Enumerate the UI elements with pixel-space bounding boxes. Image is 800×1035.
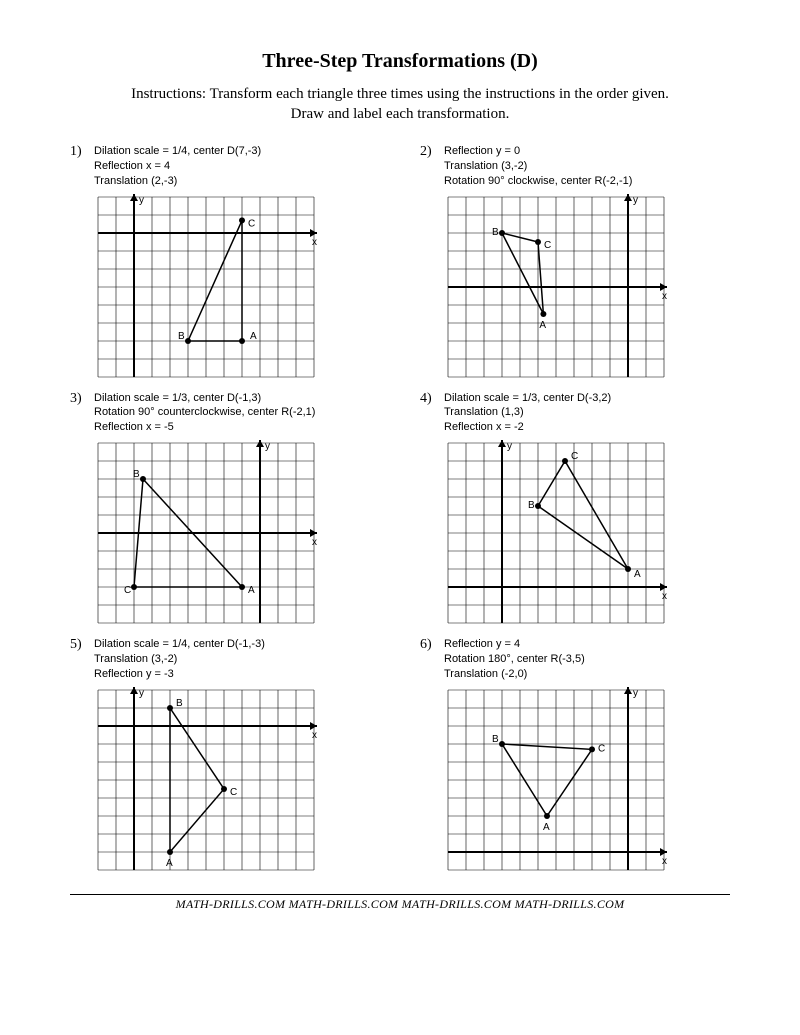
- coordinate-graph: x y A B C: [444, 686, 668, 874]
- problem-number: 4): [420, 391, 438, 407]
- step-line: Rotation 90° clockwise, center R(-2,-1): [444, 174, 632, 189]
- instructions: Instructions: Transform each triangle th…: [70, 85, 730, 124]
- problem-3: 3) Dilation scale = 1/3, center D(-1,3)Ro…: [70, 391, 380, 628]
- step-line: Dilation scale = 1/3, center D(-1,3): [94, 391, 315, 406]
- problem-6: 6) Reflection y = 4Rotation 180°, center …: [420, 637, 730, 874]
- problem-number: 5): [70, 637, 88, 653]
- svg-text:A: A: [543, 822, 550, 833]
- step-line: Reflection y = 0: [444, 144, 632, 159]
- svg-text:x: x: [662, 856, 667, 867]
- svg-text:A: A: [166, 858, 173, 869]
- svg-text:A: A: [539, 320, 546, 331]
- problem-5: 5) Dilation scale = 1/4, center D(-1,-3)T…: [70, 637, 380, 874]
- graph-container: x y A B C: [444, 686, 730, 874]
- coordinate-graph: x y A B C: [444, 193, 668, 381]
- page-title: Three-Step Transformations (D): [70, 50, 730, 73]
- transformation-steps: Dilation scale = 1/4, center D(-1,-3)Tra…: [94, 637, 265, 682]
- svg-text:B: B: [492, 734, 499, 745]
- svg-text:C: C: [124, 585, 131, 596]
- problems-grid: 1)Dilation scale = 1/4, center D(7,-3)Re…: [70, 144, 730, 874]
- graph-container: x y A B C: [444, 193, 730, 381]
- coordinate-graph: x y A B C: [94, 193, 318, 381]
- svg-text:x: x: [312, 730, 317, 741]
- svg-text:B: B: [528, 500, 535, 511]
- problem-number: 3): [70, 391, 88, 407]
- step-line: Translation (-2,0): [444, 667, 585, 682]
- problem-number: 6): [420, 637, 438, 653]
- svg-text:y: y: [139, 688, 144, 699]
- problem-number: 1): [70, 144, 88, 160]
- step-line: Dilation scale = 1/3, center D(-3,2): [444, 391, 611, 406]
- footer: MATH-DRILLS.COM MATH-DRILLS.COM MATH-DRI…: [70, 894, 730, 912]
- svg-text:x: x: [312, 537, 317, 548]
- transformation-steps: Dilation scale = 1/3, center D(-3,2)Tran…: [444, 391, 611, 436]
- svg-text:B: B: [492, 227, 499, 238]
- step-line: Reflection y = -3: [94, 667, 265, 682]
- transformation-steps: Reflection y = 4Rotation 180°, center R(…: [444, 637, 585, 682]
- svg-text:B: B: [133, 469, 140, 480]
- step-line: Translation (3,-2): [94, 652, 265, 667]
- problem-4: 4) Dilation scale = 1/3, center D(-3,2)Tr…: [420, 391, 730, 628]
- coordinate-graph: x y A B C: [94, 686, 318, 874]
- svg-text:A: A: [248, 585, 255, 596]
- svg-text:y: y: [139, 195, 144, 206]
- svg-text:x: x: [662, 591, 667, 602]
- svg-text:x: x: [662, 291, 667, 302]
- step-line: Translation (1,3): [444, 405, 611, 420]
- svg-text:C: C: [598, 743, 605, 754]
- problem-1: 1) Dilation scale = 1/4, center D(7,-3)Re…: [70, 144, 380, 381]
- svg-text:C: C: [230, 787, 237, 798]
- svg-text:y: y: [633, 195, 638, 206]
- svg-text:C: C: [544, 240, 551, 251]
- svg-text:A: A: [634, 569, 641, 580]
- svg-text:A: A: [250, 331, 257, 342]
- step-line: Rotation 90° counterclockwise, center R(…: [94, 405, 315, 420]
- svg-text:y: y: [633, 688, 638, 699]
- problem-2: 2) Reflection y = 0Translation (3,-2)Rota…: [420, 144, 730, 381]
- transformation-steps: Reflection y = 0Translation (3,-2)Rotati…: [444, 144, 632, 189]
- transformation-steps: Dilation scale = 1/3, center D(-1,3)Rota…: [94, 391, 315, 436]
- svg-text:B: B: [176, 698, 183, 709]
- step-line: Reflection x = 4: [94, 159, 261, 174]
- step-line: Rotation 180°, center R(-3,5): [444, 652, 585, 667]
- step-line: Reflection x = -2: [444, 420, 611, 435]
- instructions-line2: Draw and label each transformation.: [291, 106, 510, 122]
- step-line: Reflection x = -5: [94, 420, 315, 435]
- problem-number: 2): [420, 144, 438, 160]
- svg-text:x: x: [312, 237, 317, 248]
- step-line: Translation (3,-2): [444, 159, 632, 174]
- transformation-steps: Dilation scale = 1/4, center D(7,-3)Refl…: [94, 144, 261, 189]
- svg-text:C: C: [248, 218, 255, 229]
- coordinate-graph: x y A B C: [94, 439, 318, 627]
- step-line: Reflection y = 4: [444, 637, 585, 652]
- graph-container: x y A B C: [94, 686, 380, 874]
- svg-text:y: y: [265, 441, 270, 452]
- step-line: Translation (2,-3): [94, 174, 261, 189]
- graph-container: x y A B C: [94, 193, 380, 381]
- svg-text:B: B: [178, 331, 185, 342]
- step-line: Dilation scale = 1/4, center D(-1,-3): [94, 637, 265, 652]
- svg-text:y: y: [507, 441, 512, 452]
- coordinate-graph: x y A B C: [444, 439, 668, 627]
- graph-container: x y A B C: [444, 439, 730, 627]
- svg-text:C: C: [571, 451, 578, 462]
- instructions-line1: Instructions: Transform each triangle th…: [131, 86, 669, 102]
- step-line: Dilation scale = 1/4, center D(7,-3): [94, 144, 261, 159]
- graph-container: x y A B C: [94, 439, 380, 627]
